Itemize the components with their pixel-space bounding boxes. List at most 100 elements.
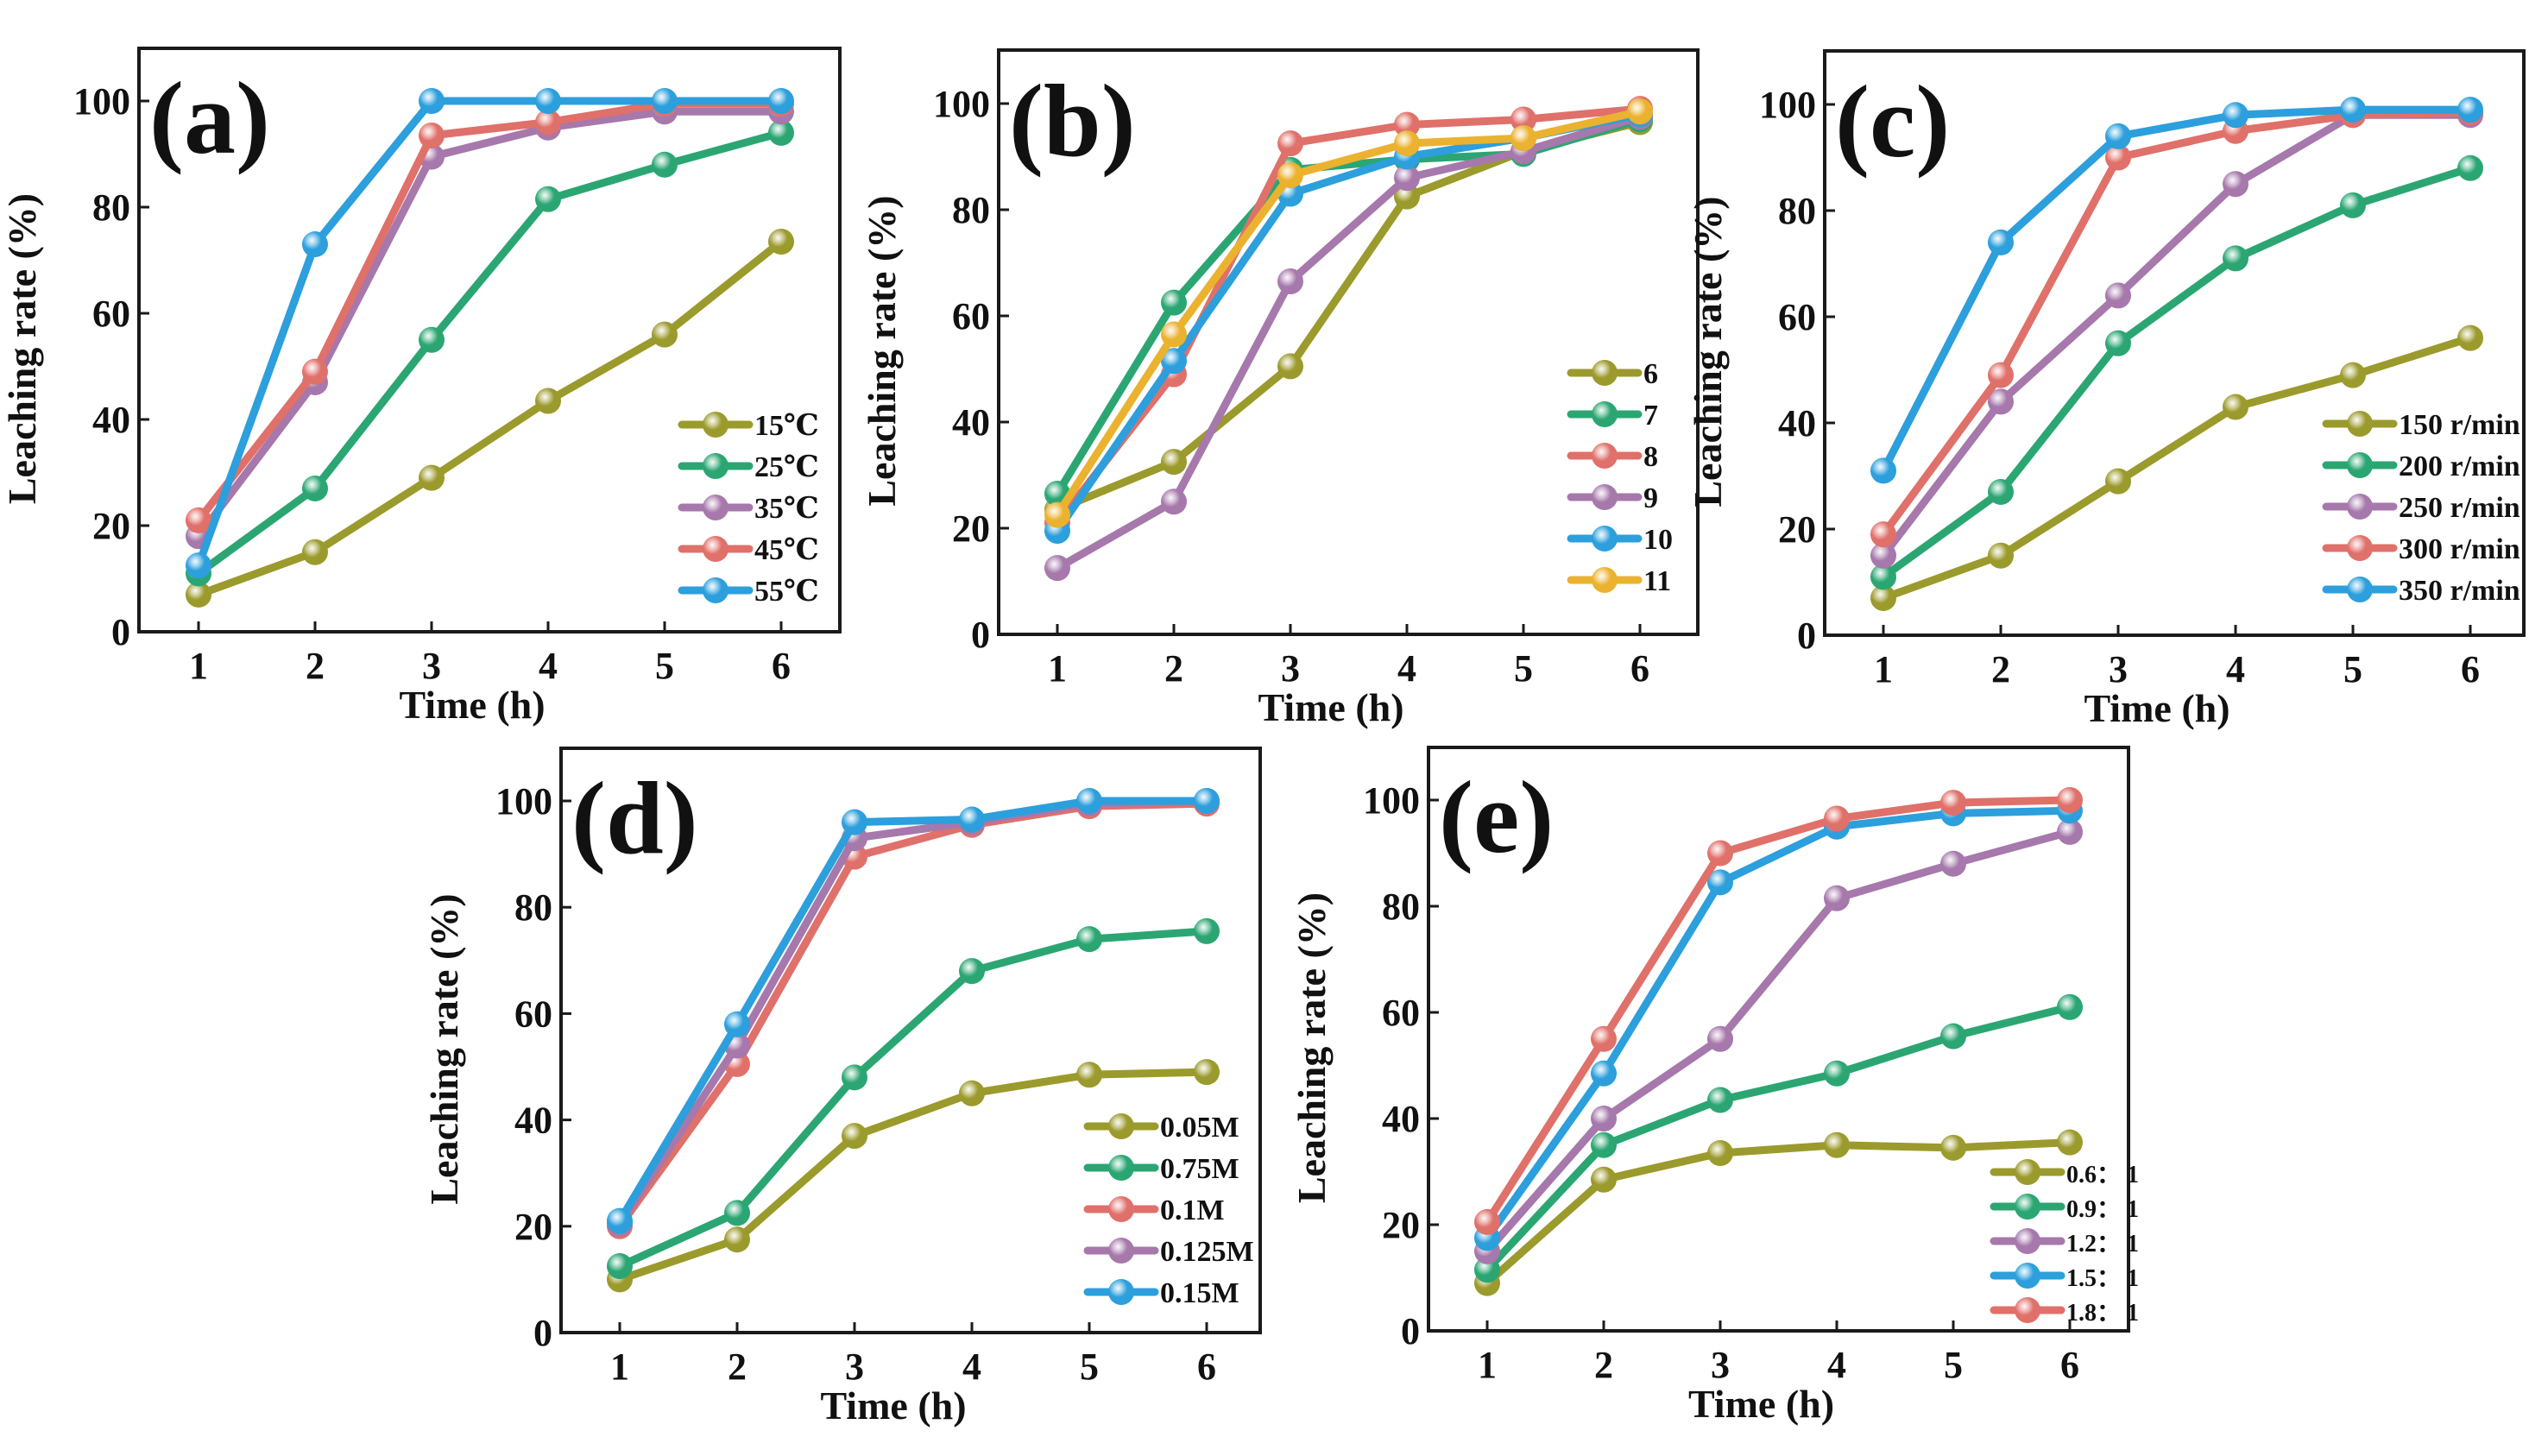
series-a-2 [186,98,794,550]
legend-item: 0.6： 1 [1990,1159,2139,1188]
legend-item: 10 [1567,524,1673,556]
legend: 15℃ 25℃ 35℃ 45℃ 55℃ [678,410,819,608]
data-point [1824,1060,1850,1087]
data-point [1707,869,1733,896]
legend-marker-swatch [1592,567,1618,593]
data-point [2057,1129,2083,1156]
series-c-1 [1870,154,2483,590]
data-point [768,88,794,114]
data-point [724,1226,750,1253]
legend-item: 1.8： 1 [1990,1297,2139,1327]
series-line [1053,107,1644,520]
data-point [652,321,678,348]
panel-label: (e) [1439,760,1554,874]
y-tick-label: 60 [1778,296,1816,338]
data-point [842,1123,867,1150]
legend-item: 7 [1567,400,1658,432]
x-axis-title: Time (h) [2084,686,2230,730]
series-line [1879,334,2475,602]
legend-marker-swatch [2347,494,2373,520]
series-line [1053,104,1644,527]
legend-item: 1.5： 1 [1990,1263,2139,1292]
plot-frame [997,48,1700,636]
data-point [2223,102,2248,129]
data-point [186,581,211,608]
series-line [1483,1138,2074,1288]
series-line [1483,828,2074,1256]
legend-marker-swatch [1592,401,1618,427]
chart-panel-c: 0 20 40 60 80 100 1 2 3 4 5 6 Time (h) Leaching rate … [1686,49,2526,730]
data-point [1511,106,1536,133]
data-point [1161,449,1187,476]
legend-marker-swatch [1108,1196,1134,1222]
data-point [2223,394,2248,420]
data-point [1707,840,1733,867]
y-axis-title: Leaching rate (%) [1290,892,1334,1203]
legend-item: 9 [1567,482,1658,514]
data-point [1194,917,1220,944]
x-tick-label: 3 [1711,1344,1730,1386]
y-tick-label: 40 [92,399,130,441]
data-point [2105,123,2131,149]
y-tick-label: 0 [971,614,990,656]
data-point [1161,289,1187,316]
legend-marker-swatch [2015,1159,2040,1185]
series-d-1 [607,917,1220,1279]
legend-item: 25℃ [678,451,819,483]
data-point [1940,1023,1966,1049]
data-point [1988,388,2014,415]
legend-label: 350 r/min [2399,575,2520,607]
data-point [2105,144,2131,171]
data-point [302,539,328,565]
series-line [615,1068,1211,1283]
y-tick-label: 100 [1759,84,1816,126]
series-line [194,97,785,570]
data-point [2457,154,2483,181]
data-point [1824,1131,1850,1158]
x-axis-title: Time (h) [1688,1382,1834,1426]
series-line [1483,796,2074,1226]
data-point [2105,468,2131,495]
data-point [1870,457,1896,484]
legend-label: 35℃ [754,493,819,525]
y-tick-label: 100 [933,83,990,125]
legend-label: 250 r/min [2399,492,2520,524]
legend-item: 300 r/min [2322,533,2520,565]
y-tick-label: 100 [1363,779,1420,822]
chart-panel-d: 0 20 40 60 80 100 1 2 3 4 5 6 Time (h) Leaching rate … [422,747,1262,1428]
data-point [1707,1025,1733,1052]
x-tick-label: 5 [2343,648,2362,690]
legend-marker-swatch [703,536,728,562]
legend-marker-swatch [703,412,728,438]
y-tick-label: 0 [533,1312,552,1354]
data-point [768,119,794,146]
series-line [1879,108,2475,539]
legend-marker-swatch [2015,1297,2040,1323]
x-tick-label: 5 [655,645,674,687]
x-tick-label: 4 [2226,648,2245,690]
x-tick-label: 1 [189,645,208,687]
data-point [1988,542,2014,569]
legend-label: 25℃ [754,451,819,483]
data-point [1870,584,1896,611]
data-point [768,228,794,255]
legend-item: 55℃ [678,576,819,608]
data-point [1591,1025,1617,1052]
data-point [1161,321,1187,348]
legend-item: 0.125M [1083,1236,1254,1268]
y-tick-label: 20 [952,507,990,550]
x-tick-label: 4 [1397,647,1416,690]
data-point [2340,97,2366,123]
panel-label: (b) [1009,63,1136,178]
data-point [1988,478,2014,505]
data-point [419,464,445,491]
legend-label: 11 [1643,565,1671,597]
legend-label: 0.6： 1 [2066,1162,2139,1188]
legend-item: 0.05M [1083,1112,1239,1144]
legend-label: 0.1M [1160,1194,1225,1226]
x-tick-label: 1 [610,1346,629,1388]
legend-item: 200 r/min [2322,451,2520,482]
legend-marker-swatch [2015,1228,2040,1254]
y-axis-title: Leaching rate (%) [860,195,904,506]
legend-marker-swatch [1592,526,1618,552]
